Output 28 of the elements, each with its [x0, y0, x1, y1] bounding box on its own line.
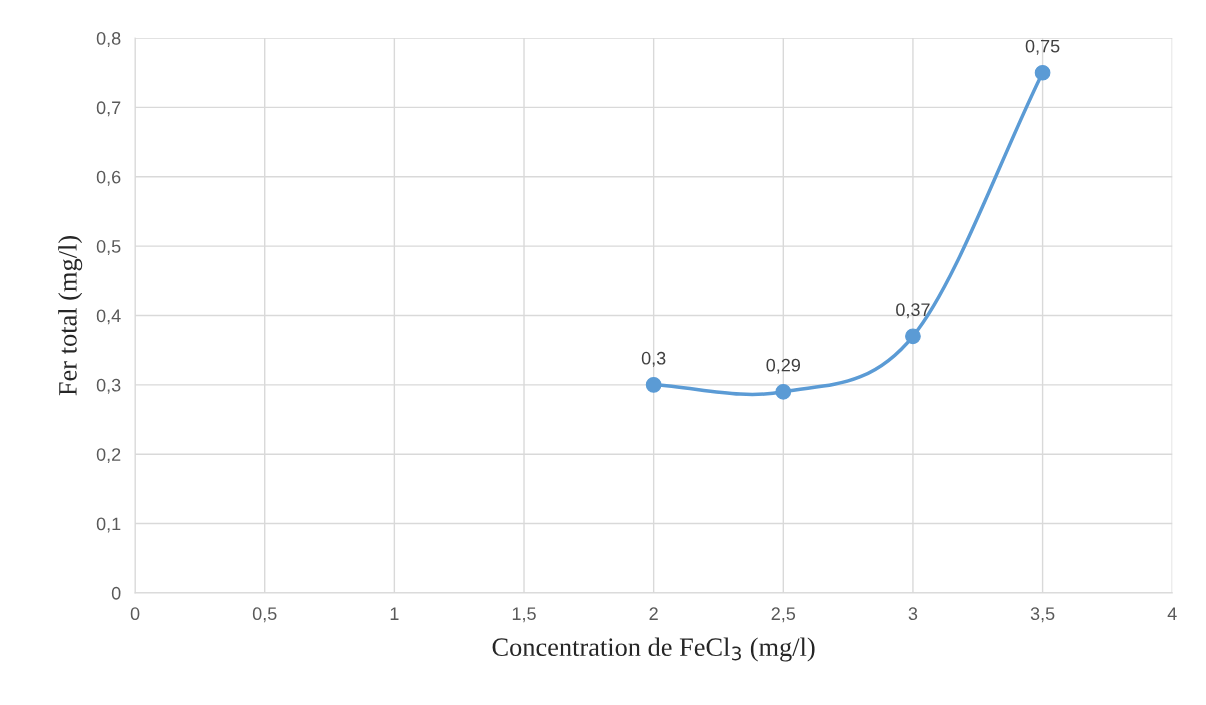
point	[905, 328, 921, 345]
point	[775, 383, 792, 400]
y-tick-label: 0,4	[96, 309, 121, 325]
x-tick-label: 1,5	[512, 607, 536, 623]
x-tick-label: 4	[1167, 607, 1177, 620]
point	[1034, 64, 1051, 81]
point	[645, 376, 662, 393]
x-tick-label: 3,5	[1030, 607, 1055, 623]
y-tick-label: 0,6	[96, 170, 121, 186]
y-tick-label: 0,3	[96, 378, 121, 394]
x-axis-title: Concentration de FeCl$_{3}$ (mg/l)	[492, 637, 815, 662]
x-tick-label: 2,5	[771, 607, 796, 623]
data-label: 0,3	[641, 351, 666, 367]
data-label: 0,37	[896, 303, 930, 319]
x-tick-label: 3	[908, 607, 918, 621]
x-tick-label: 2	[649, 607, 658, 620]
data-label: 0,75	[1025, 39, 1060, 55]
x-tick-label: 1	[390, 607, 399, 620]
y-tick-label: 0,8	[96, 32, 121, 47]
data-label: 0,29	[766, 358, 801, 374]
y-tick-label: 0,7	[96, 101, 121, 117]
y-tick-label: 0,1	[96, 517, 121, 533]
y-axis-title: Fer total (mg/l)	[58, 236, 83, 396]
x-tick-label: 0,5	[252, 607, 277, 623]
y-tick-label: 0	[111, 586, 121, 600]
y-tick-label: 0,5	[96, 240, 121, 255]
x-tick-label: 0	[130, 607, 140, 621]
y-tick-label: 0,2	[96, 448, 121, 464]
